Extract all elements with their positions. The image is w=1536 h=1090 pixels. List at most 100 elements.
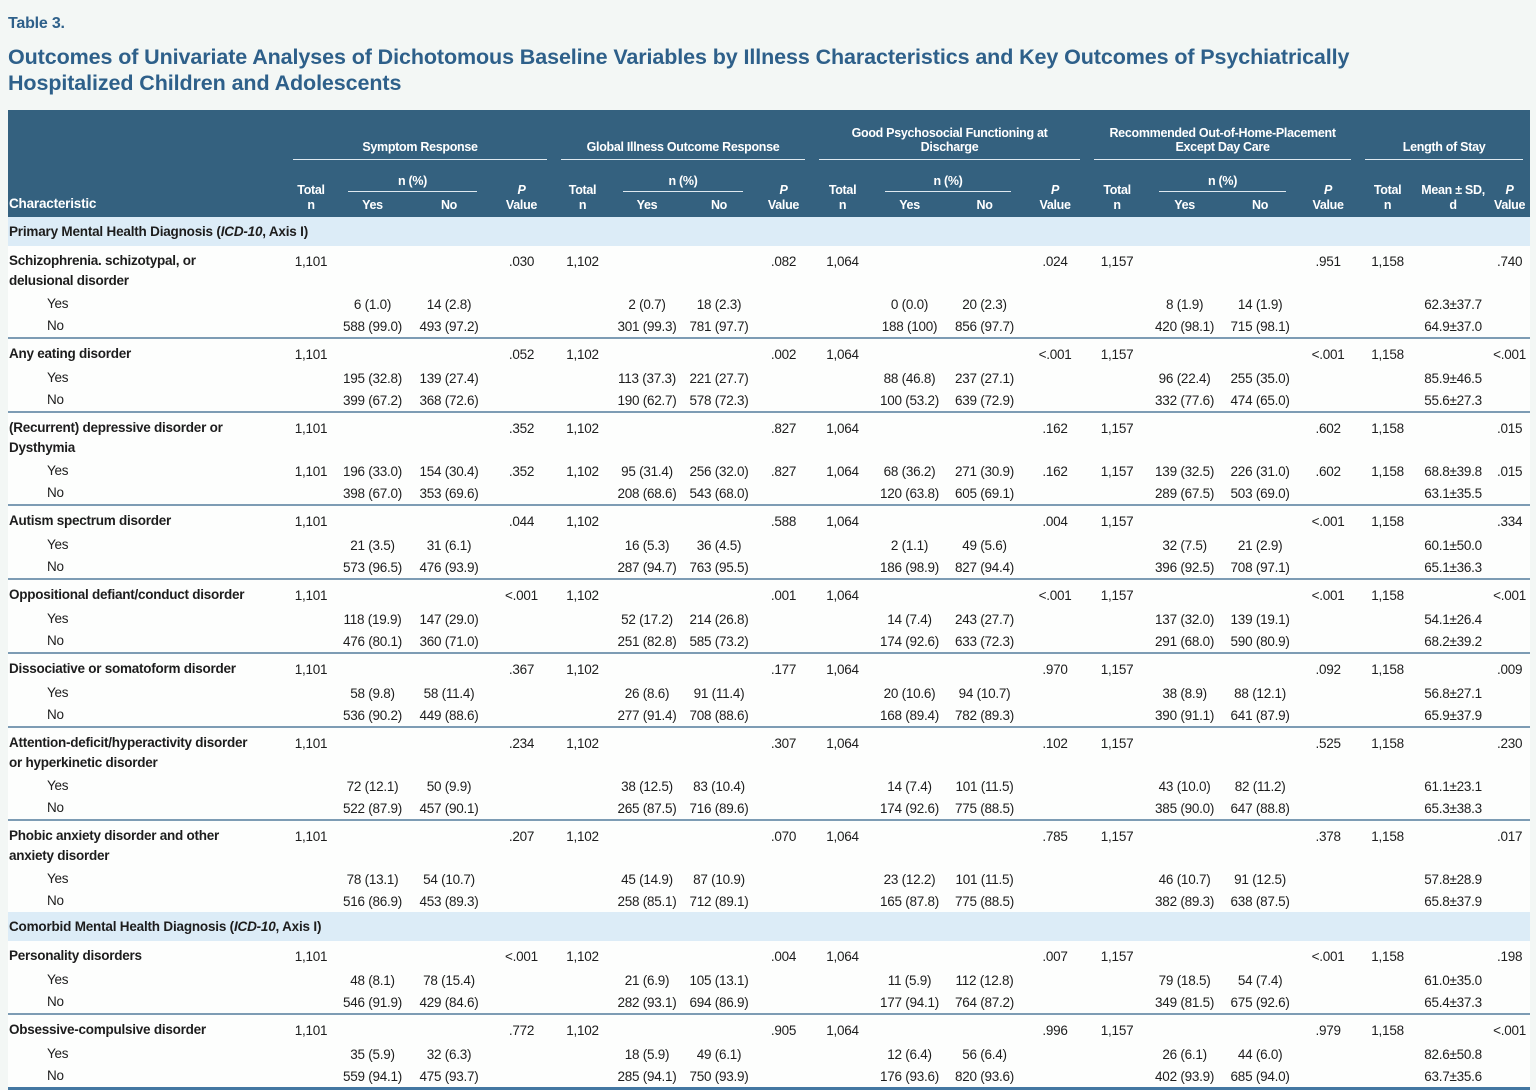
cell-psychosocial-no: 271 (30.9) [955,463,1015,479]
cell-psychosocial-no: 94 (10.7) [958,685,1011,701]
cell-global-total: 1,102 [554,504,611,534]
cell-global-total [554,890,611,912]
cell-placement-yes: 332 (77.6) [1155,392,1215,408]
cell-placement-yes [1147,578,1223,608]
cell-placement-p: <.001 [1298,337,1359,367]
col-header-yes: Yes [873,192,947,217]
cell-psychosocial-total [812,389,873,412]
cell-placement-p [1298,682,1358,704]
table-row: Yes 21 (3.5) 31 (6.1) 16 (5.3) 36 (4.5) 2 (1.… [8,534,1530,556]
cell-symptom-total [286,969,336,991]
cell-symptom-p: .207 [489,819,554,868]
cell-psychosocial-p [1023,367,1087,389]
cell-placement-total [1087,1043,1147,1065]
cell-global-yes: 18 (5.9) [624,1046,670,1062]
group-header-psychosocial: Good Psychosocial Functioning at Dischar… [812,110,1088,160]
cell-placement-yes: 382 (89.3) [1155,893,1215,909]
cell-symptom-yes: 118 (19.9) [343,611,402,627]
cell-psychosocial-yes: 0 (0.0) [890,296,929,312]
cell-placement-no: 88 (12.1) [1234,685,1286,701]
cell-psychosocial-total: 1,064 [826,463,859,479]
cell-psychosocial-total: 1,064 [812,1013,874,1043]
cell-los-p [1489,556,1530,579]
table-row: No 546 (91.9) 429 (84.6) 282 (93.1) 694 (86.… [8,991,1530,1014]
cell-psychosocial-total: 1,064 [812,578,874,608]
cell-psychosocial-no: 782 (89.3) [955,707,1015,723]
cell-psychosocial-total [812,534,873,556]
cell-global-total [554,775,611,797]
cell-psychosocial-no: 237 (27.1) [955,370,1015,386]
cell-symptom-p [489,315,554,338]
cell-global-p [755,389,812,412]
cell-symptom-p [489,890,554,912]
cell-psychosocial-yes [873,411,947,460]
cell-placement-yes: 349 (81.5) [1155,994,1215,1010]
table-row: Phobic anxiety disorder and other anxiet… [8,819,1531,868]
cell-global-yes [611,941,683,969]
cell-global-p [755,868,812,890]
cell-los-mean: 54.1±26.4 [1424,611,1482,627]
cell-placement-no: 91 (12.5) [1234,871,1286,887]
cell-symptom-yes [336,652,409,682]
cell-global-p: .004 [770,949,797,964]
cell-global-total [554,868,611,890]
page-title: Outcomes of Univariate Analyses of Dicho… [8,45,1350,95]
cell-placement-no [1222,411,1299,460]
cell-los-p [1489,534,1530,556]
cell-symptom-no [409,819,489,868]
cell-psychosocial-p [1023,775,1087,797]
cell-psychosocial-yes: 176 (93.6) [880,1068,940,1084]
cell-symptom-no: 475 (93.7) [419,1068,479,1084]
cell-placement-yes: 26 (6.1) [1162,1046,1207,1062]
cell-symptom-yes [336,1013,409,1043]
cell-global-total [554,1065,611,1089]
cell-placement-yes: 139 (32.5) [1155,463,1215,479]
row-label: Dissociative or somatoform disorder [8,652,286,682]
cell-symptom-p [489,293,554,315]
row-label: Yes [47,370,69,385]
cell-placement-total [1087,991,1147,1014]
cell-symptom-no: 429 (84.6) [419,994,479,1010]
table-row: (Recurrent) depressive disorder or Dysth… [8,411,1531,460]
cell-psychosocial-yes: 168 (89.4) [880,707,940,723]
cell-los-p: .230 [1489,726,1531,775]
cell-global-yes: 208 (68.6) [617,485,677,501]
row-label: (Recurrent) depressive disorder or Dysth… [8,411,286,460]
cell-symptom-p [489,797,554,820]
cell-global-no: 578 (72.3) [689,392,749,408]
cell-placement-total [1087,367,1147,389]
row-label: Yes [47,685,69,700]
cell-symptom-total: 1,101 [286,411,336,460]
cell-los-mean: 65.1±36.3 [1424,559,1482,575]
cell-symptom-no: 449 (88.6) [419,707,479,723]
cell-placement-yes [1147,652,1223,682]
cell-psychosocial-p [1023,630,1087,653]
cell-placement-yes: 43 (10.0) [1158,778,1211,794]
cell-symptom-yes: 559 (94.1) [342,1068,403,1084]
cell-symptom-no [409,504,489,534]
cell-los-p [1489,868,1530,890]
cell-psychosocial-yes: 11 (5.9) [887,972,932,988]
table-row: Yes 195 (32.8) 139 (27.4) 113 (37.3) 221 (27… [8,367,1530,389]
cell-global-yes: 45 (14.9) [621,871,673,887]
cell-symptom-yes [336,578,409,608]
cell-psychosocial-no: 243 (27.7) [955,611,1015,627]
cell-symptom-p: .352 [489,411,554,460]
cell-global-no: 83 (10.4) [693,778,745,794]
cell-psychosocial-total: 1,064 [812,411,874,460]
row-label: No [47,633,64,648]
cell-los-total [1358,389,1417,412]
row-label: No [47,800,64,815]
cell-psychosocial-p [1023,890,1087,912]
cell-los-p [1489,797,1530,820]
cell-los-total [1358,991,1417,1014]
cell-global-p: .827 [770,463,797,479]
cell-psychosocial-total [812,1065,873,1089]
cell-placement-total [1087,482,1147,505]
group-header-length-of-stay: Length of Stay [1358,110,1531,160]
cell-placement-total [1087,293,1147,315]
cell-los-total [1358,534,1417,556]
cell-global-no: 87 (10.9) [693,871,745,887]
cell-los-total [1358,630,1417,653]
